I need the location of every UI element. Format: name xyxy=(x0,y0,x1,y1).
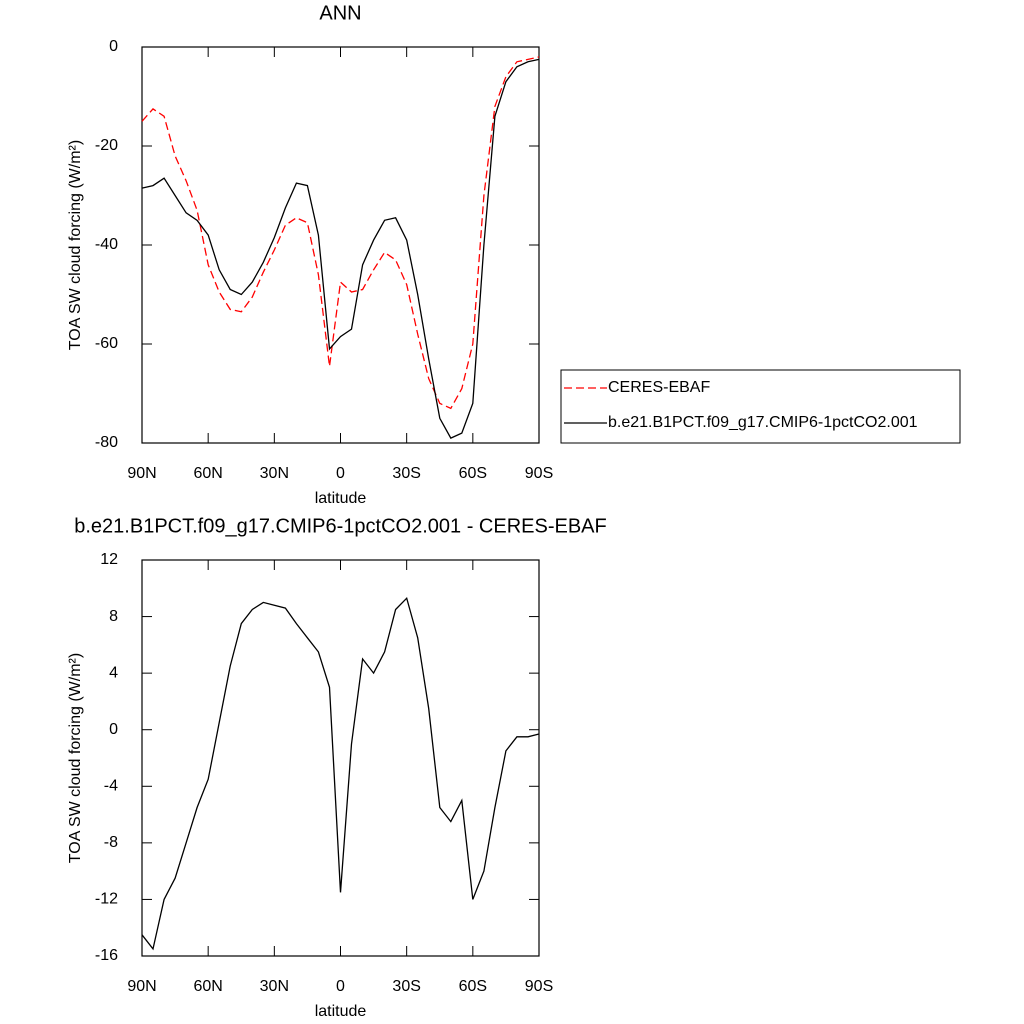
y-tick-label: -40 xyxy=(95,236,118,253)
y-tick-label: 4 xyxy=(109,664,118,681)
chart-title: b.e21.B1PCT.f09_g17.CMIP6-1pctCO2.001 - … xyxy=(74,515,606,537)
x-tick-label: 60S xyxy=(459,465,487,482)
x-tick-label: 30N xyxy=(260,465,289,482)
y-tick-label: -20 xyxy=(95,137,118,154)
legend-box xyxy=(560,369,961,444)
y-tick-label: -80 xyxy=(95,434,118,451)
y-tick-label: -16 xyxy=(95,947,118,964)
y-tick-label: 0 xyxy=(109,38,118,55)
plot-frame xyxy=(141,559,540,957)
x-tick-label: 60S xyxy=(459,978,487,995)
y-tick-label: 12 xyxy=(100,551,118,568)
x-tick-label: 30N xyxy=(260,978,289,995)
legend-label: CERES-EBAF xyxy=(608,379,710,396)
x-tick-label: 0 xyxy=(336,465,345,482)
x-tick-label: 0 xyxy=(336,978,345,995)
x-axis-label: latitude xyxy=(315,1003,367,1020)
series-line xyxy=(141,58,540,439)
x-tick-label: 90N xyxy=(127,465,156,482)
x-tick-label: 30S xyxy=(392,465,420,482)
x-tick-label: 30S xyxy=(392,978,420,995)
y-tick-label: 8 xyxy=(109,608,118,625)
y-tick-label: -60 xyxy=(95,335,118,352)
x-tick-label: 60N xyxy=(193,978,222,995)
y-tick-label: -12 xyxy=(95,891,118,908)
y-tick-label: -4 xyxy=(104,778,118,795)
plot-frame xyxy=(141,46,540,444)
x-tick-label: 60N xyxy=(193,465,222,482)
series-line xyxy=(141,56,540,410)
y-tick-label: -8 xyxy=(104,834,118,851)
chart-title: ANN xyxy=(319,2,361,24)
x-axis-label: latitude xyxy=(315,490,367,507)
y-axis-label: TOA SW cloud forcing (W/m²) xyxy=(67,140,84,350)
x-tick-label: 90S xyxy=(525,465,553,482)
legend-label: b.e21.B1PCT.f09_g17.CMIP6-1pctCO2.001 xyxy=(608,414,918,431)
series-line xyxy=(141,596,540,951)
x-tick-label: 90N xyxy=(127,978,156,995)
y-axis-label: TOA SW cloud forcing (W/m²) xyxy=(67,653,84,863)
x-tick-label: 90S xyxy=(525,978,553,995)
y-tick-label: 0 xyxy=(109,721,118,738)
